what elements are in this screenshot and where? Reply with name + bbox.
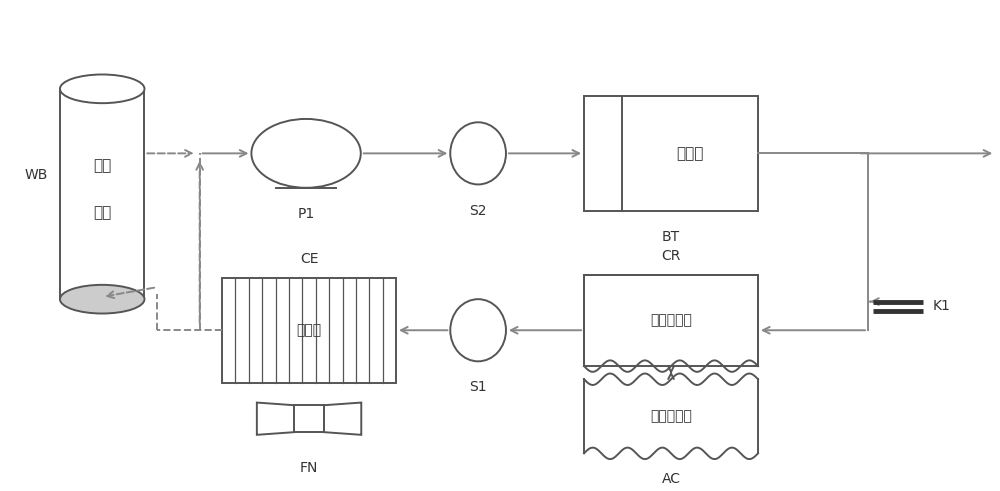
Bar [60,89,144,299]
Ellipse shape [60,285,144,314]
Text: K1: K1 [933,300,950,313]
Text: CE: CE [300,252,318,266]
Ellipse shape [251,119,361,188]
Text: S2: S2 [469,204,487,218]
Text: 空调压缩机: 空调压缩机 [650,409,692,423]
Polygon shape [257,403,294,435]
Text: P1: P1 [297,207,315,221]
Bar [294,405,324,432]
Text: 补偿: 补偿 [93,158,111,173]
Ellipse shape [450,122,506,185]
Text: AC: AC [662,472,681,487]
Text: S1: S1 [469,381,487,394]
Text: BT: BT [662,230,680,244]
Bar [584,275,758,366]
Text: WB: WB [25,168,48,182]
Ellipse shape [60,75,144,103]
Text: 电池包: 电池包 [677,146,704,161]
Polygon shape [324,403,361,435]
Text: CR: CR [661,249,681,263]
Text: FN: FN [300,461,318,474]
Bar [222,278,396,383]
Text: 水箱: 水箱 [93,206,111,220]
Text: 电池冷却器: 电池冷却器 [650,314,692,327]
Text: 散热器: 散热器 [297,323,322,337]
Ellipse shape [450,299,506,361]
Bar [584,96,758,211]
